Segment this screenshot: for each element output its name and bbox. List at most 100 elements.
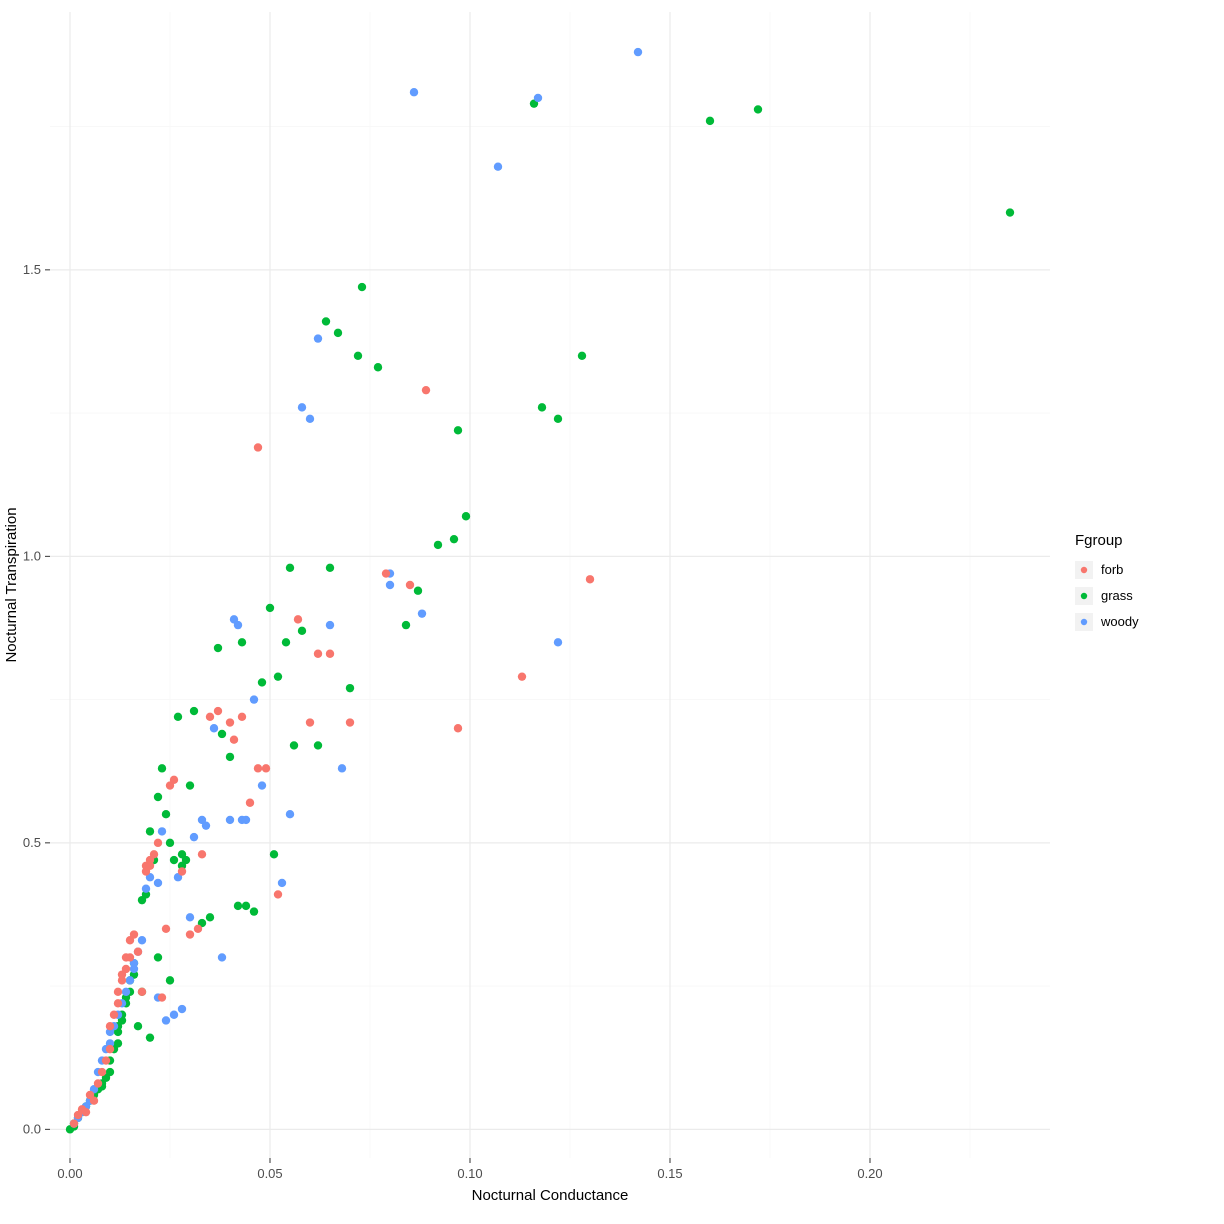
data-point xyxy=(338,764,346,772)
data-point xyxy=(114,1039,122,1047)
data-point xyxy=(258,678,266,686)
data-point xyxy=(226,718,234,726)
data-point xyxy=(554,638,562,646)
data-point xyxy=(94,1079,102,1087)
data-point xyxy=(106,1045,114,1053)
data-point xyxy=(386,581,394,589)
data-point xyxy=(1006,208,1014,216)
data-point xyxy=(634,48,642,56)
data-point xyxy=(358,283,366,291)
data-point xyxy=(154,879,162,887)
data-point xyxy=(114,999,122,1007)
data-point xyxy=(382,569,390,577)
data-point xyxy=(266,604,274,612)
data-point xyxy=(454,724,462,732)
data-point xyxy=(306,718,314,726)
data-point xyxy=(126,953,134,961)
data-point xyxy=(450,535,458,543)
data-point xyxy=(402,621,410,629)
data-point xyxy=(234,621,242,629)
data-point xyxy=(214,644,222,652)
data-point xyxy=(126,976,134,984)
data-point xyxy=(162,1016,170,1024)
data-point xyxy=(226,816,234,824)
legend-swatch xyxy=(1081,593,1087,599)
x-tick-label: 0.05 xyxy=(257,1166,282,1181)
data-point xyxy=(122,965,130,973)
data-point xyxy=(246,799,254,807)
data-point xyxy=(418,609,426,617)
y-tick-label: 0.5 xyxy=(23,835,41,850)
data-point xyxy=(326,650,334,658)
x-tick-label: 0.00 xyxy=(57,1166,82,1181)
data-point xyxy=(186,913,194,921)
data-point xyxy=(182,856,190,864)
data-point xyxy=(170,1011,178,1019)
data-point xyxy=(314,650,322,658)
data-point xyxy=(298,403,306,411)
data-point xyxy=(494,163,502,171)
data-point xyxy=(198,850,206,858)
data-point xyxy=(354,352,362,360)
y-tick-label: 1.0 xyxy=(23,548,41,563)
data-point xyxy=(286,564,294,572)
data-point xyxy=(142,884,150,892)
x-tick-label: 0.10 xyxy=(457,1166,482,1181)
legend-swatch xyxy=(1081,567,1087,573)
data-point xyxy=(82,1108,90,1116)
data-point xyxy=(226,753,234,761)
data-point xyxy=(254,443,262,451)
legend-label: woody xyxy=(1100,614,1139,629)
data-point xyxy=(186,781,194,789)
x-axis-title: Nocturnal Conductance xyxy=(472,1187,629,1204)
data-point xyxy=(294,615,302,623)
data-point xyxy=(754,105,762,113)
data-point xyxy=(154,839,162,847)
data-point xyxy=(422,386,430,394)
data-point xyxy=(122,988,130,996)
x-tick-label: 0.20 xyxy=(857,1166,882,1181)
data-point xyxy=(190,707,198,715)
data-point xyxy=(178,867,186,875)
y-tick-label: 0.0 xyxy=(23,1121,41,1136)
data-point xyxy=(306,415,314,423)
legend-title: Fgroup xyxy=(1075,532,1123,549)
data-point xyxy=(414,587,422,595)
data-point xyxy=(334,329,342,337)
data-point xyxy=(134,1022,142,1030)
data-point xyxy=(206,713,214,721)
data-point xyxy=(238,638,246,646)
data-point xyxy=(218,730,226,738)
data-point xyxy=(146,1033,154,1041)
data-point xyxy=(242,902,250,910)
data-point xyxy=(134,948,142,956)
data-point xyxy=(158,827,166,835)
data-point xyxy=(290,741,298,749)
data-point xyxy=(554,415,562,423)
data-point xyxy=(238,713,246,721)
data-point xyxy=(250,695,258,703)
data-point xyxy=(158,993,166,1001)
data-point xyxy=(406,581,414,589)
y-axis-title: Nocturnal Transpiration xyxy=(3,507,20,662)
data-point xyxy=(190,833,198,841)
data-point xyxy=(90,1097,98,1105)
data-point xyxy=(218,953,226,961)
data-point xyxy=(274,890,282,898)
data-point xyxy=(210,724,218,732)
data-point xyxy=(298,627,306,635)
data-point xyxy=(186,930,194,938)
data-point xyxy=(106,1068,114,1076)
data-point xyxy=(286,810,294,818)
data-point xyxy=(374,363,382,371)
data-point xyxy=(130,930,138,938)
data-point xyxy=(70,1119,78,1127)
data-point xyxy=(282,638,290,646)
data-point xyxy=(102,1056,110,1064)
data-point xyxy=(578,352,586,360)
data-point xyxy=(314,334,322,342)
data-point xyxy=(326,621,334,629)
data-point xyxy=(158,764,166,772)
data-point xyxy=(110,1011,118,1019)
data-point xyxy=(326,564,334,572)
